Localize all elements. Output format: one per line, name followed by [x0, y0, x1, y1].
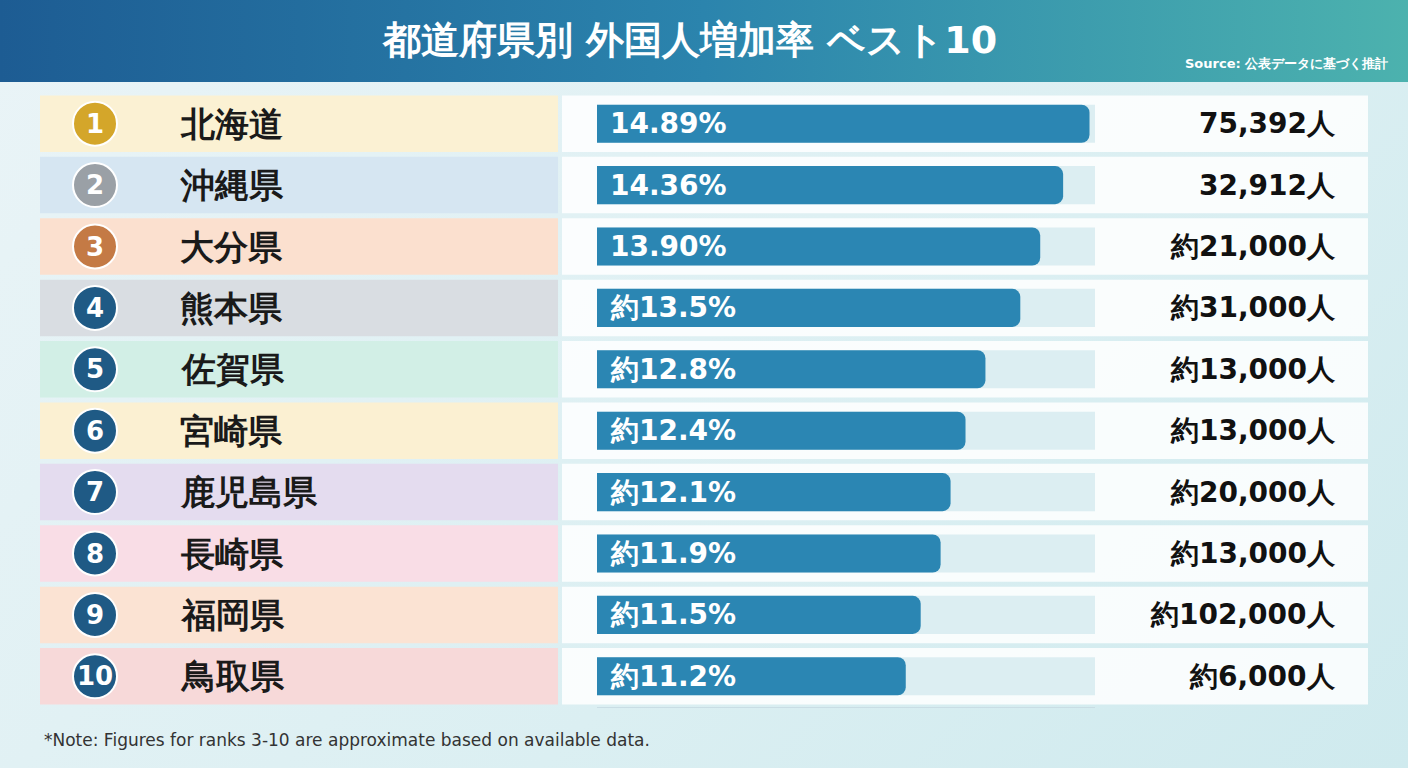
svg-text:約12.8%: 約12.8%: [610, 353, 736, 386]
svg-text:32,912人: 32,912人: [1199, 169, 1336, 202]
svg-text:10: 10: [77, 661, 113, 691]
svg-text:7: 7: [86, 477, 104, 507]
svg-text:4: 4: [86, 293, 104, 323]
svg-text:約13.5%: 約13.5%: [610, 291, 736, 324]
svg-text:熊本県: 熊本県: [180, 288, 283, 328]
svg-text:約6,000人: 約6,000人: [1189, 660, 1336, 693]
svg-text:佐賀県: 佐賀県: [180, 349, 285, 389]
svg-text:約102,000人: 約102,000人: [1150, 598, 1336, 631]
svg-text:3: 3: [86, 232, 104, 262]
svg-text:鹿児島県: 鹿児島県: [180, 472, 318, 512]
svg-text:宮崎県: 宮崎県: [180, 411, 283, 451]
svg-text:約12.1%: 約12.1%: [610, 476, 736, 509]
svg-text:約31,000人: 約31,000人: [1170, 291, 1336, 324]
svg-text:75,392人: 75,392人: [1199, 107, 1336, 140]
svg-text:1: 1: [86, 109, 104, 139]
svg-text:沖縄県: 沖縄県: [180, 165, 284, 205]
svg-text:14.89%: 14.89%: [610, 107, 727, 140]
svg-text:約11.9%: 約11.9%: [610, 537, 736, 570]
svg-text:Source: 公表データに基づく推計: Source: 公表データに基づく推計: [1185, 56, 1388, 71]
svg-text:9: 9: [86, 600, 104, 630]
svg-text:6: 6: [86, 416, 104, 446]
svg-text:長崎県: 長崎県: [180, 534, 284, 574]
svg-text:8: 8: [86, 539, 104, 569]
svg-text:14.36%: 14.36%: [610, 169, 727, 202]
svg-text:鳥取県: 鳥取県: [180, 656, 285, 696]
svg-text:北海道: 北海道: [180, 104, 283, 144]
svg-text:都道府県別 外国人増加率 ベスト10: 都道府県別 外国人増加率 ベスト10: [382, 18, 997, 62]
svg-text:約13,000人: 約13,000人: [1170, 537, 1336, 570]
svg-text:大分県: 大分県: [180, 227, 283, 267]
svg-text:*Note: Figures for ranks 3-10: *Note: Figures for ranks 3-10 are approx…: [44, 730, 650, 750]
svg-text:約12.4%: 約12.4%: [610, 414, 736, 447]
svg-text:2: 2: [86, 170, 104, 200]
svg-text:福岡県: 福岡県: [180, 595, 285, 635]
svg-text:約20,000人: 約20,000人: [1170, 476, 1336, 509]
svg-text:約11.5%: 約11.5%: [610, 598, 736, 631]
svg-text:13.90%: 13.90%: [610, 230, 727, 263]
svg-text:約11.2%: 約11.2%: [610, 660, 736, 693]
svg-text:5: 5: [86, 354, 104, 384]
svg-text:約13,000人: 約13,000人: [1170, 353, 1336, 386]
svg-text:約13,000人: 約13,000人: [1170, 414, 1336, 447]
svg-text:約21,000人: 約21,000人: [1170, 230, 1336, 263]
